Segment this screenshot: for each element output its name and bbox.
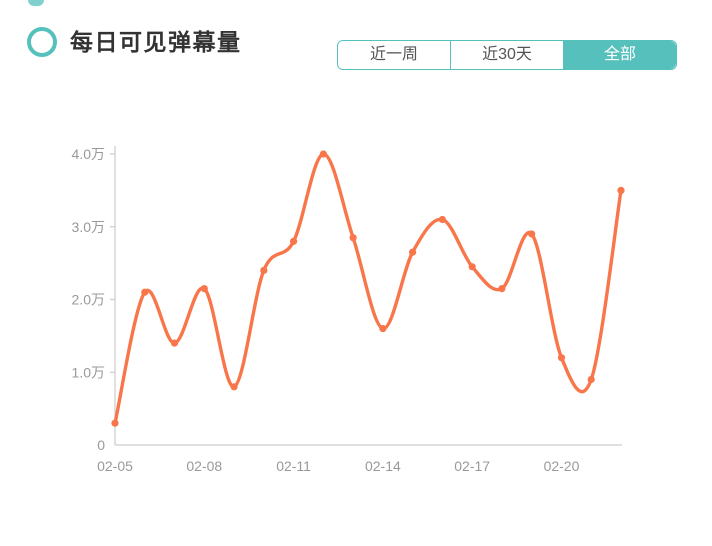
- data-point: [141, 288, 149, 296]
- y-axis-label: 2.0万: [72, 292, 105, 308]
- data-point: [587, 375, 595, 384]
- page-title: 每日可见弹幕量: [70, 28, 242, 55]
- x-axis-label: 02-14: [365, 458, 401, 474]
- data-point: [468, 263, 476, 271]
- tab-all[interactable]: 全部: [564, 41, 676, 69]
- data-point: [260, 266, 268, 274]
- y-axis-label: 0: [97, 437, 105, 453]
- data-point: [528, 230, 536, 238]
- tab-last-week[interactable]: 近一周: [338, 41, 451, 69]
- data-point: [200, 285, 208, 293]
- data-point: [319, 150, 327, 158]
- data-point: [349, 234, 357, 242]
- data-point: [230, 383, 238, 391]
- x-axis-label: 02-05: [97, 458, 133, 474]
- data-point: [617, 186, 625, 194]
- data-point: [290, 237, 298, 245]
- y-axis-label: 3.0万: [72, 219, 105, 235]
- section-header: 每日可见弹幕量: [27, 27, 242, 57]
- data-point: [170, 339, 179, 347]
- data-point: [438, 215, 446, 224]
- x-axis-label: 02-17: [454, 458, 490, 474]
- x-axis-label: 02-11: [276, 458, 311, 474]
- x-axis-label: 02-20: [544, 458, 580, 474]
- tab-last-30-days[interactable]: 近30天: [451, 41, 564, 69]
- data-point: [557, 354, 566, 362]
- partial-circle-decoration: [28, 0, 44, 6]
- time-range-tabs: 近一周 近30天 全部: [337, 40, 677, 70]
- series-line: [113, 152, 623, 425]
- x-axis-label: 02-08: [186, 458, 222, 474]
- data-point: [409, 248, 417, 256]
- y-axis-label: 1.0万: [72, 364, 105, 380]
- y-axis-label: 4.0万: [72, 146, 105, 162]
- data-point: [111, 419, 119, 427]
- section-ring-icon: [27, 27, 57, 57]
- data-point: [498, 285, 506, 293]
- data-point: [379, 325, 387, 333]
